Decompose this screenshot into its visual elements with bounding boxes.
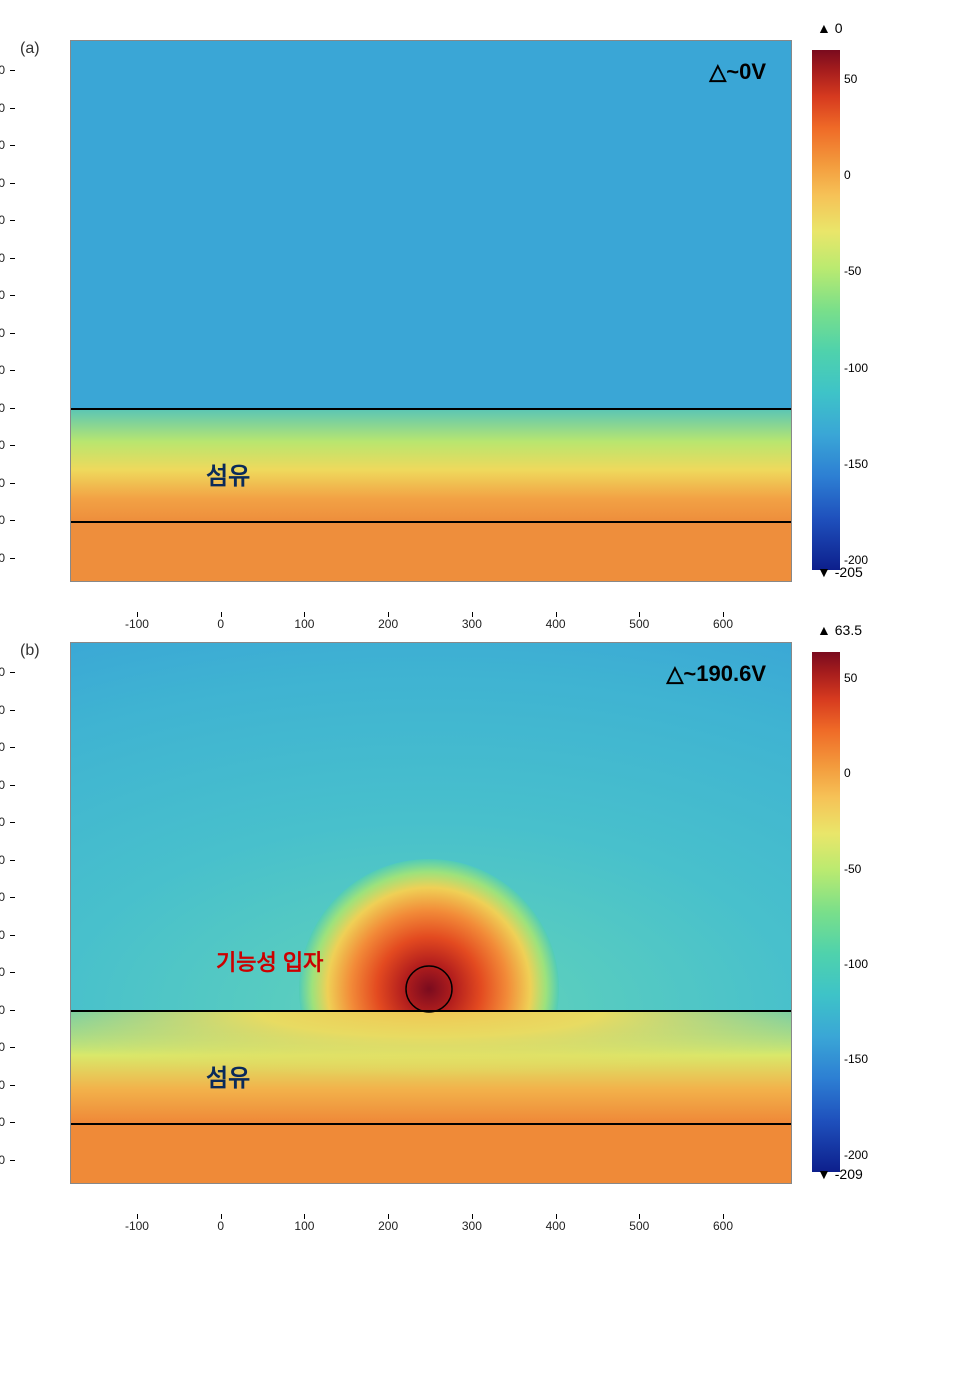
hline-a-0 <box>71 521 791 523</box>
y-tick-label: -50 <box>0 551 5 565</box>
y-tick-label: 50 <box>0 476 5 490</box>
y-tick-label: 600 <box>0 665 5 679</box>
subplot-b-row: △~190.6V 섬유 기능성 입자 -50050100150200250300… <box>70 642 948 1184</box>
y-tick-label: 400 <box>0 213 5 227</box>
y-tick-label: 0 <box>0 513 5 527</box>
figure-container: (a) <box>20 40 948 1184</box>
y-tick-label: 150 <box>0 401 5 415</box>
y-tick-label: 50 <box>0 1078 5 1092</box>
x-tick-label: 200 <box>378 1219 398 1233</box>
colorbar-tick-label: 0 <box>844 168 851 182</box>
x-tick-label: 500 <box>629 617 649 631</box>
x-tick-label: 200 <box>378 617 398 631</box>
x-tick-label: 300 <box>462 1219 482 1233</box>
y-tick-label: 250 <box>0 928 5 942</box>
colorbar-tick-label: -50 <box>844 862 861 876</box>
colorbar-tick-label: -150 <box>844 1052 868 1066</box>
subplot-b-main: △~190.6V 섬유 기능성 입자 -50050100150200250300… <box>70 642 792 1184</box>
y-tick-label: 400 <box>0 815 5 829</box>
hline-b-0 <box>71 1123 791 1125</box>
x-tick-label: -100 <box>125 617 149 631</box>
y-tick-label: 300 <box>0 890 5 904</box>
y-tick-label: 350 <box>0 853 5 867</box>
heatmap-a-svg <box>71 41 791 581</box>
hline-a-150 <box>71 408 791 410</box>
x-tick-label: 100 <box>294 1219 314 1233</box>
y-tick-label: 100 <box>0 438 5 452</box>
colorbar-a-wrap: ▲ 0 500-50-100-150-200 ▼ -205 <box>812 40 840 570</box>
voltage-annotation-b-text: △~190.6V <box>667 661 767 686</box>
y-tick-label: 550 <box>0 101 5 115</box>
fiber-label-a-text: 섬유 <box>206 463 250 490</box>
subplot-a: (a) <box>20 40 948 582</box>
y-tick-label: 600 <box>0 63 5 77</box>
colorbar-a-max: ▲ 0 <box>817 20 843 36</box>
colorbar-tick-label: -50 <box>844 264 861 278</box>
colorbar-tick-label: -200 <box>844 1148 868 1162</box>
colorbar-b-wrap: ▲ 63.5 500-50-100-150-200 ▼ -209 <box>812 642 840 1172</box>
x-tick-label: 600 <box>713 1219 733 1233</box>
y-tick-label: -50 <box>0 1153 5 1167</box>
y-tick-label: 250 <box>0 326 5 340</box>
fiber-label-b: 섬유 <box>206 1058 250 1093</box>
y-tick-label: 550 <box>0 703 5 717</box>
particle-label-b: 기능성 입자 <box>216 945 323 977</box>
x-tick-label: 0 <box>217 617 224 631</box>
x-tick-label: 400 <box>546 1219 566 1233</box>
x-tick-label: 600 <box>713 617 733 631</box>
y-tick-label: 300 <box>0 288 5 302</box>
heatmap-b: △~190.6V 섬유 기능성 입자 <box>70 642 792 1184</box>
y-tick-label: 500 <box>0 740 5 754</box>
particle-label-b-text: 기능성 입자 <box>216 950 323 975</box>
colorbar-tick-label: -150 <box>844 457 868 471</box>
subplot-b: (b) <box>20 642 948 1184</box>
voltage-annotation-b: △~190.6V <box>667 661 767 687</box>
heatmap-b-svg <box>71 643 791 1183</box>
x-tick-label: 100 <box>294 617 314 631</box>
colorbar-tick-label: 50 <box>844 72 857 86</box>
heatmap-a: △~0V 섬유 <box>70 40 792 582</box>
subplot-a-main: △~0V 섬유 -5005010015020025030035040045050… <box>70 40 792 582</box>
subplot-a-row: △~0V 섬유 -5005010015020025030035040045050… <box>70 40 948 582</box>
x-tick-label: 300 <box>462 617 482 631</box>
y-tick-label: 450 <box>0 176 5 190</box>
colorbar-a-min: ▼ -205 <box>817 564 863 580</box>
colorbar-tick-label: 50 <box>844 671 857 685</box>
hline-b-150 <box>71 1010 791 1012</box>
y-tick-label: 200 <box>0 965 5 979</box>
voltage-annotation-a-text: △~0V <box>709 59 766 84</box>
x-tick-label: 400 <box>546 617 566 631</box>
x-tick-label: 0 <box>217 1219 224 1233</box>
colorbar-a: 500-50-100-150-200 <box>812 50 840 570</box>
y-tick-label: 350 <box>0 251 5 265</box>
colorbar-b: 500-50-100-150-200 <box>812 652 840 1172</box>
y-tick-label: 200 <box>0 363 5 377</box>
colorbar-tick-label: 0 <box>844 766 851 780</box>
y-tick-label: 100 <box>0 1040 5 1054</box>
x-tick-label: -100 <box>125 1219 149 1233</box>
voltage-annotation-a: △~0V <box>709 59 766 85</box>
fiber-label-a: 섬유 <box>206 456 250 491</box>
y-tick-label: 150 <box>0 1003 5 1017</box>
fiber-label-b-text: 섬유 <box>206 1065 250 1092</box>
colorbar-b-max: ▲ 63.5 <box>817 622 862 638</box>
subplot-b-label: (b) <box>20 642 40 660</box>
subplot-a-label: (a) <box>20 40 40 58</box>
colorbar-b-min: ▼ -209 <box>817 1166 863 1182</box>
y-tick-label: 0 <box>0 1115 5 1129</box>
y-tick-label: 450 <box>0 778 5 792</box>
colorbar-tick-label: -100 <box>844 957 868 971</box>
x-tick-label: 500 <box>629 1219 649 1233</box>
y-tick-label: 500 <box>0 138 5 152</box>
colorbar-tick-label: -100 <box>844 361 868 375</box>
